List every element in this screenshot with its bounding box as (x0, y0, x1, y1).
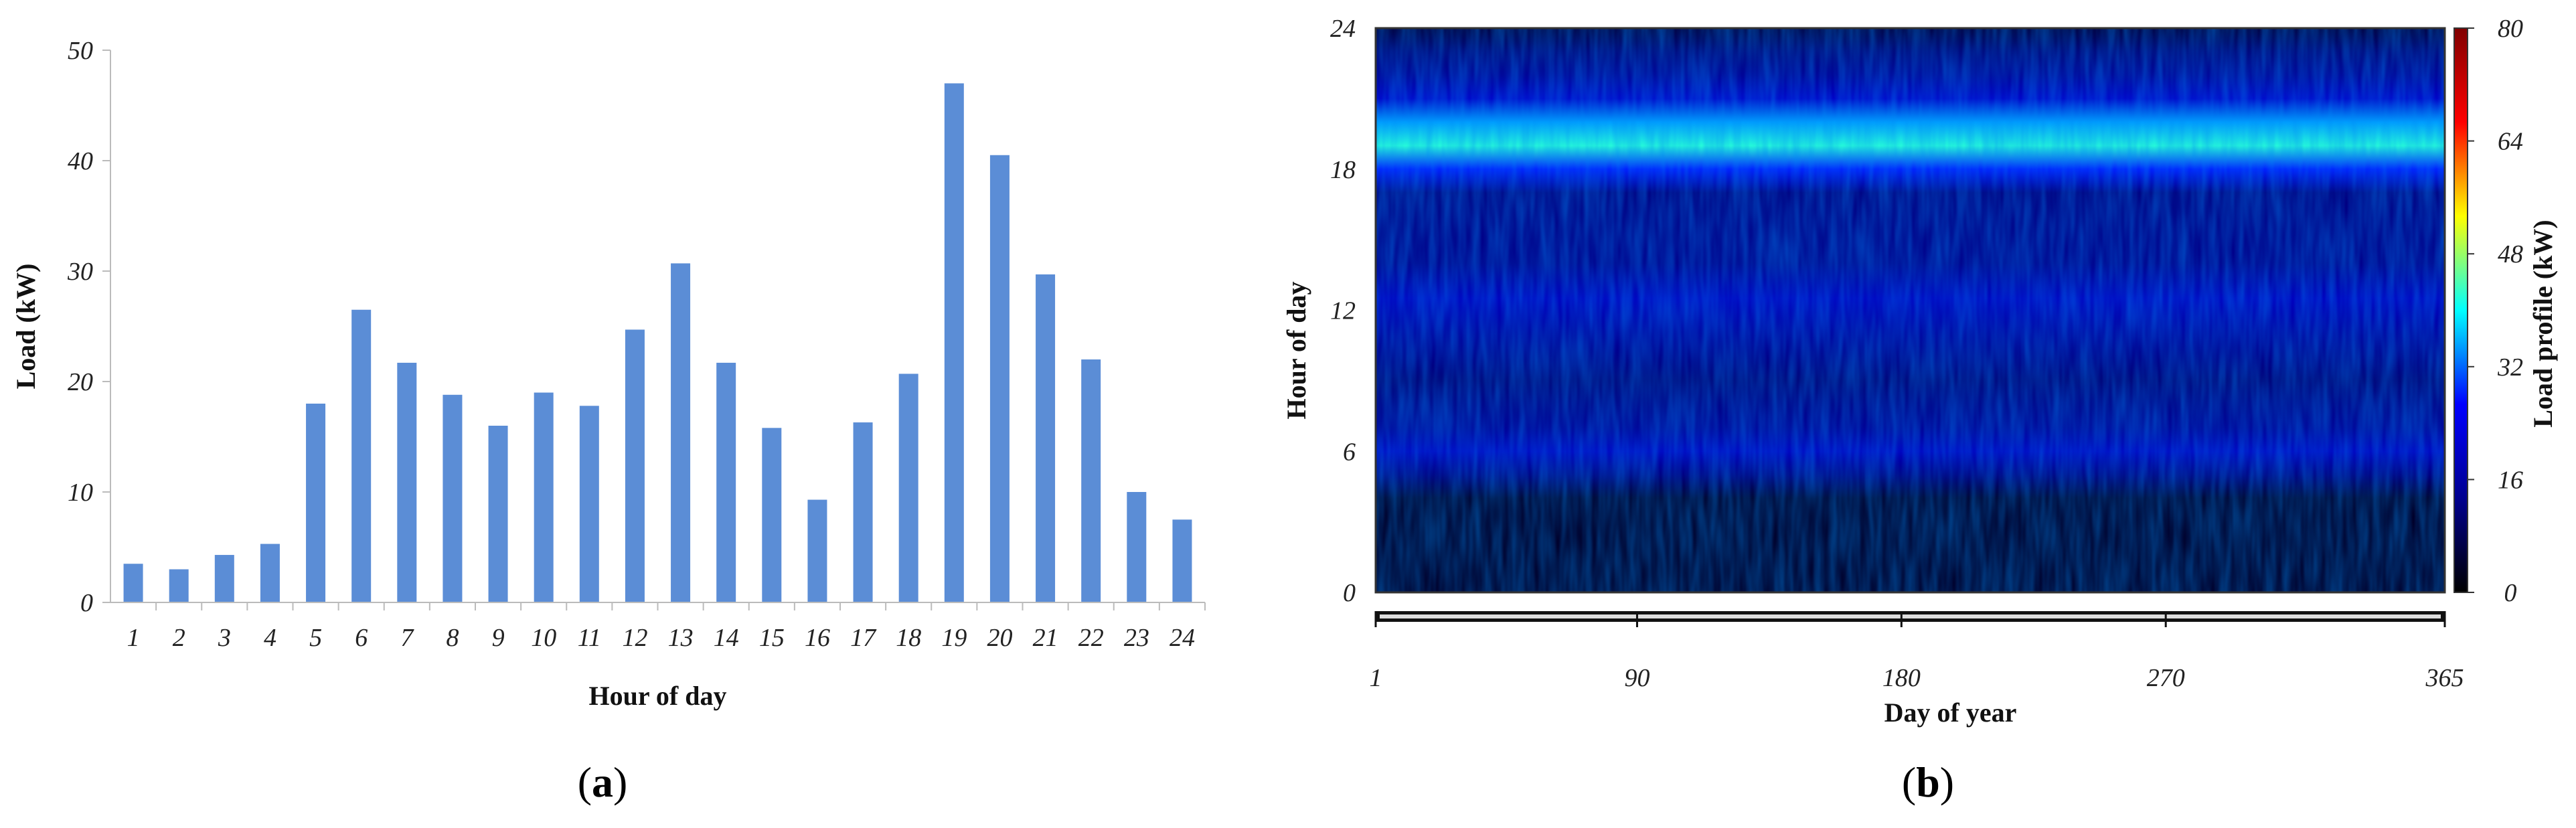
y-tick-label: 24 (1330, 15, 1356, 43)
x-tick-label: 17 (850, 624, 877, 652)
colorbar (2453, 27, 2468, 593)
x-tick-label: 19 (941, 624, 967, 652)
y-tick-labels: 0 10 20 30 40 50 (67, 37, 110, 617)
x-tick-label: 4 (264, 624, 276, 652)
x-tick-label: 5 (309, 624, 322, 652)
bar (625, 329, 645, 602)
colorbar-tick-labels: 0 16 32 48 64 80 (2468, 15, 2523, 607)
x-tick-label: 18 (896, 624, 921, 652)
x-tick-label: 1 (127, 624, 140, 652)
y-tick-label: 0 (80, 589, 93, 617)
bar (1172, 519, 1192, 602)
colorbar-tick-label: 0 (2504, 579, 2517, 607)
x-tick-labels: 1 90 180 270 365 (1370, 611, 2464, 692)
x-axis-bar-inner (1380, 614, 2441, 618)
x-axis-label: Day of year (1884, 697, 2017, 728)
bar (853, 422, 873, 602)
x-tick-label: 9 (492, 624, 505, 652)
x-tick-labels: 1 2 3 4 5 6 7 8 9 10 11 12 13 14 15 16 17 18 19 20 21 22 23 24 (127, 602, 1206, 652)
bar (351, 309, 372, 602)
x-tick-label: 14 (714, 624, 739, 652)
bar (898, 374, 918, 602)
panel-caption-a: (a) (578, 758, 628, 806)
y-tick-label: 18 (1330, 156, 1356, 184)
bar (1127, 492, 1147, 602)
x-tick-label: 24 (1170, 624, 1195, 652)
x-tick-label: 23 (1124, 624, 1149, 652)
y-tick-label: 6 (1343, 438, 1356, 466)
bar (716, 362, 736, 602)
bar (214, 555, 234, 602)
x-tick-label: 20 (987, 624, 1012, 652)
y-tick-label: 40 (68, 147, 93, 175)
colorbar-label: Load profile (kW) (2528, 220, 2558, 427)
bar (671, 263, 691, 602)
x-tick-label: 11 (578, 624, 601, 652)
x-tick-label: 10 (531, 624, 556, 652)
x-tick-label: 365 (2425, 664, 2464, 692)
bar (762, 428, 782, 602)
x-tick-label: 2 (173, 624, 185, 652)
heatmap-frame (1374, 27, 2446, 594)
bar (1081, 359, 1101, 602)
x-tick-label: 3 (218, 624, 231, 652)
y-axis-label: Hour of day (1281, 282, 1311, 420)
bar (123, 564, 143, 602)
x-tick-label: 15 (759, 624, 785, 652)
x-tick-label: 1 (1370, 664, 1382, 692)
x-axis-label: Hour of day (589, 681, 727, 711)
x-tick-label: 6 (355, 624, 368, 652)
bar-series (123, 83, 1192, 602)
y-tick-label: 20 (68, 368, 93, 396)
bar (944, 83, 964, 602)
x-tick-label: 13 (668, 624, 694, 652)
bar (534, 392, 554, 602)
x-tick-label: 90 (1624, 664, 1649, 692)
colorbar-tick-label: 32 (2497, 353, 2523, 382)
caption-letter-a: a (592, 758, 613, 806)
y-tick-label: 50 (68, 37, 93, 65)
panel-caption-b: (b) (1902, 758, 1954, 806)
heatmap-texture (1376, 28, 2445, 592)
colorbar-tick-label: 80 (2498, 15, 2523, 43)
bar (442, 394, 463, 602)
colorbar-tick-label: 48 (2498, 240, 2523, 268)
colorbar-tick-label: 64 (2498, 128, 2523, 156)
caption-letter-b: b (1916, 758, 1940, 806)
x-tick-label: 7 (400, 624, 414, 652)
x-tick-label: 22 (1078, 624, 1104, 652)
y-tick-label: 12 (1330, 297, 1356, 325)
x-tick-label: 12 (622, 624, 647, 652)
y-tick-label: 10 (68, 479, 93, 507)
x-tick-label: 270 (2147, 664, 2185, 692)
bar (306, 404, 326, 602)
bar (1036, 274, 1056, 602)
colorbar-tick-label: 16 (2498, 466, 2523, 494)
bar (989, 155, 1010, 602)
bar (260, 544, 280, 602)
x-tick-label: 16 (805, 624, 830, 652)
x-tick-label: 8 (446, 624, 459, 652)
heatmap-panel: 0 6 12 18 24 1 90 180 270 365 0 16 32 48 64 80 Day of… (1281, 15, 2558, 806)
y-tick-labels: 0 6 12 18 24 (1330, 15, 1356, 607)
bar (579, 406, 599, 602)
y-axis-label: Load (kW) (11, 264, 41, 390)
bar (807, 499, 827, 602)
bar (169, 569, 189, 602)
bar (397, 362, 417, 602)
bar (488, 426, 508, 602)
x-tick-label: 180 (1882, 664, 1921, 692)
y-tick-label: 0 (1343, 579, 1356, 607)
y-tick-label: 30 (67, 258, 93, 286)
x-tick-label: 21 (1033, 624, 1058, 652)
